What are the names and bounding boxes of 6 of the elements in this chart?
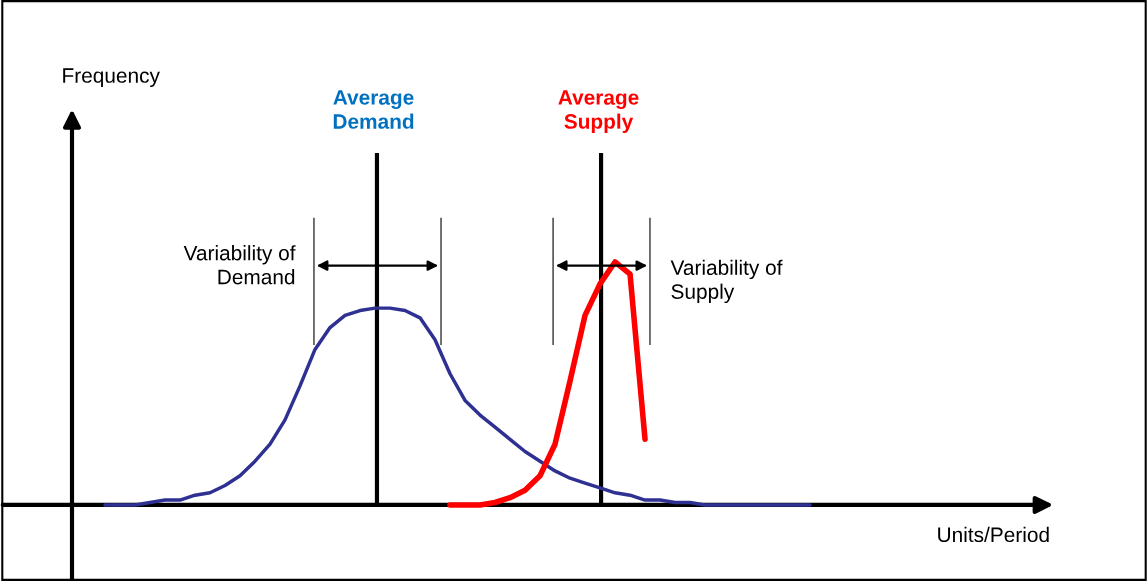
text: Average Supply xyxy=(558,90,639,133)
annotation: Variability of Supply xyxy=(670,259,783,304)
text: Average Demand xyxy=(333,90,414,129)
text: Units/Period xyxy=(938,526,1049,543)
text: Frequency xyxy=(63,68,160,87)
annotation: Variability of Demand xyxy=(183,245,296,285)
